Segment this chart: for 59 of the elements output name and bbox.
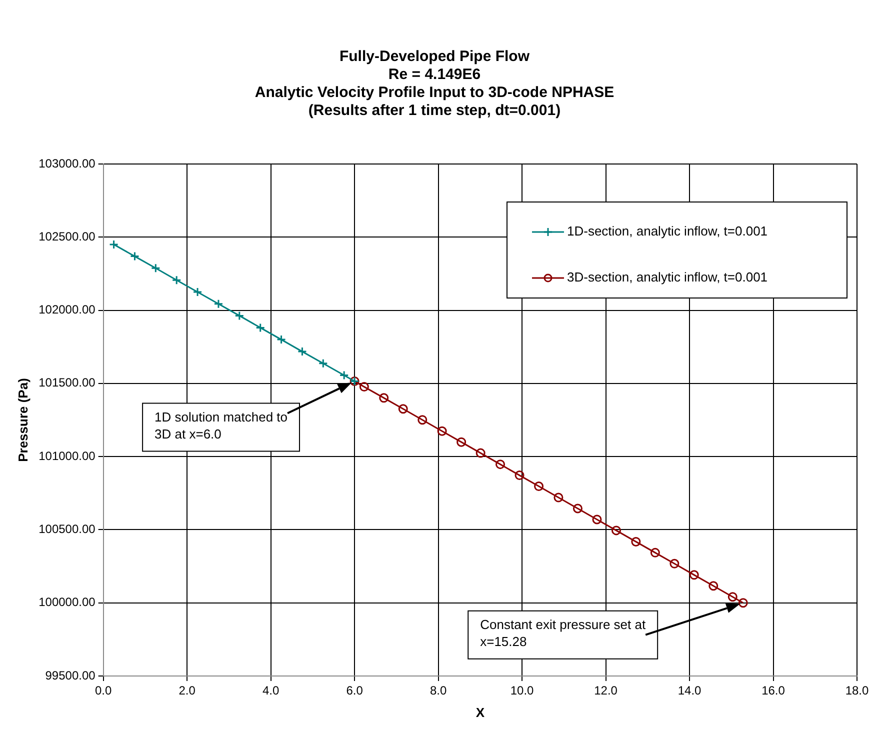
x-tick-label: 8.0 bbox=[430, 684, 447, 698]
point bbox=[150, 263, 160, 273]
point bbox=[318, 358, 328, 368]
y-tick-label: 102000.00 bbox=[38, 302, 96, 317]
point bbox=[398, 404, 408, 414]
point bbox=[514, 470, 524, 480]
point bbox=[214, 299, 224, 309]
point bbox=[670, 558, 680, 568]
legend-label: 3D-section, analytic inflow, t=0.001 bbox=[567, 270, 768, 285]
point bbox=[130, 252, 140, 262]
y-axis-title: Pressure (Pa) bbox=[15, 378, 30, 462]
point bbox=[631, 536, 641, 546]
point bbox=[276, 334, 286, 344]
x-tick-label: 18.0 bbox=[845, 684, 869, 698]
point bbox=[234, 310, 244, 320]
point bbox=[728, 592, 738, 602]
legend-label: 1D-section, analytic inflow, t=0.001 bbox=[567, 224, 768, 239]
point bbox=[650, 548, 660, 558]
point bbox=[476, 448, 486, 458]
annotation: 1D solution matched to 3D at x=6.0 bbox=[154, 409, 288, 442]
chart-subtitle: Re = 4.149E6 Analytic Velocity Profile Input to 3D-code NPHASE (Results after 1 time step, dt=0.001) bbox=[254, 66, 614, 120]
x-tick-label: 4.0 bbox=[262, 684, 280, 698]
x-tick-label: 6.0 bbox=[346, 684, 364, 698]
y-tick-label: 101000.00 bbox=[38, 448, 96, 463]
point bbox=[339, 370, 349, 380]
x-tick-label: 10.0 bbox=[510, 684, 534, 698]
point bbox=[172, 275, 182, 285]
y-tick-label: 102500.00 bbox=[38, 229, 96, 244]
x-axis-title: X bbox=[476, 704, 485, 720]
point bbox=[572, 504, 582, 514]
point bbox=[109, 240, 119, 250]
point bbox=[611, 526, 621, 536]
point bbox=[592, 514, 602, 524]
y-tick-label: 99500.00 bbox=[45, 668, 96, 682]
point bbox=[456, 437, 466, 447]
point bbox=[379, 393, 389, 403]
annotation: Constant exit pressure set at x=15.28 bbox=[480, 616, 646, 649]
point bbox=[256, 322, 266, 332]
point bbox=[437, 426, 447, 436]
point bbox=[418, 415, 428, 425]
point bbox=[708, 581, 718, 591]
y-tick-label: 100500.00 bbox=[38, 522, 96, 536]
x-tick-label: 12.0 bbox=[594, 684, 618, 698]
point bbox=[192, 287, 202, 297]
point bbox=[297, 346, 307, 356]
point bbox=[689, 570, 699, 580]
x-tick-label: 16.0 bbox=[762, 684, 786, 698]
x-tick-label: 0.0 bbox=[94, 684, 112, 698]
point bbox=[534, 482, 544, 492]
x-tick-label: 14.0 bbox=[678, 684, 702, 698]
chart-title: Fully-Developed Pipe Flow bbox=[339, 48, 530, 66]
y-tick-label: 103000.00 bbox=[38, 156, 96, 170]
y-tick-label: 100000.00 bbox=[38, 595, 96, 610]
point bbox=[554, 492, 564, 502]
x-tick-label: 2.0 bbox=[178, 684, 196, 698]
point bbox=[359, 382, 369, 392]
point bbox=[738, 598, 748, 608]
point bbox=[496, 460, 506, 470]
y-tick-label: 101500.00 bbox=[38, 376, 96, 390]
